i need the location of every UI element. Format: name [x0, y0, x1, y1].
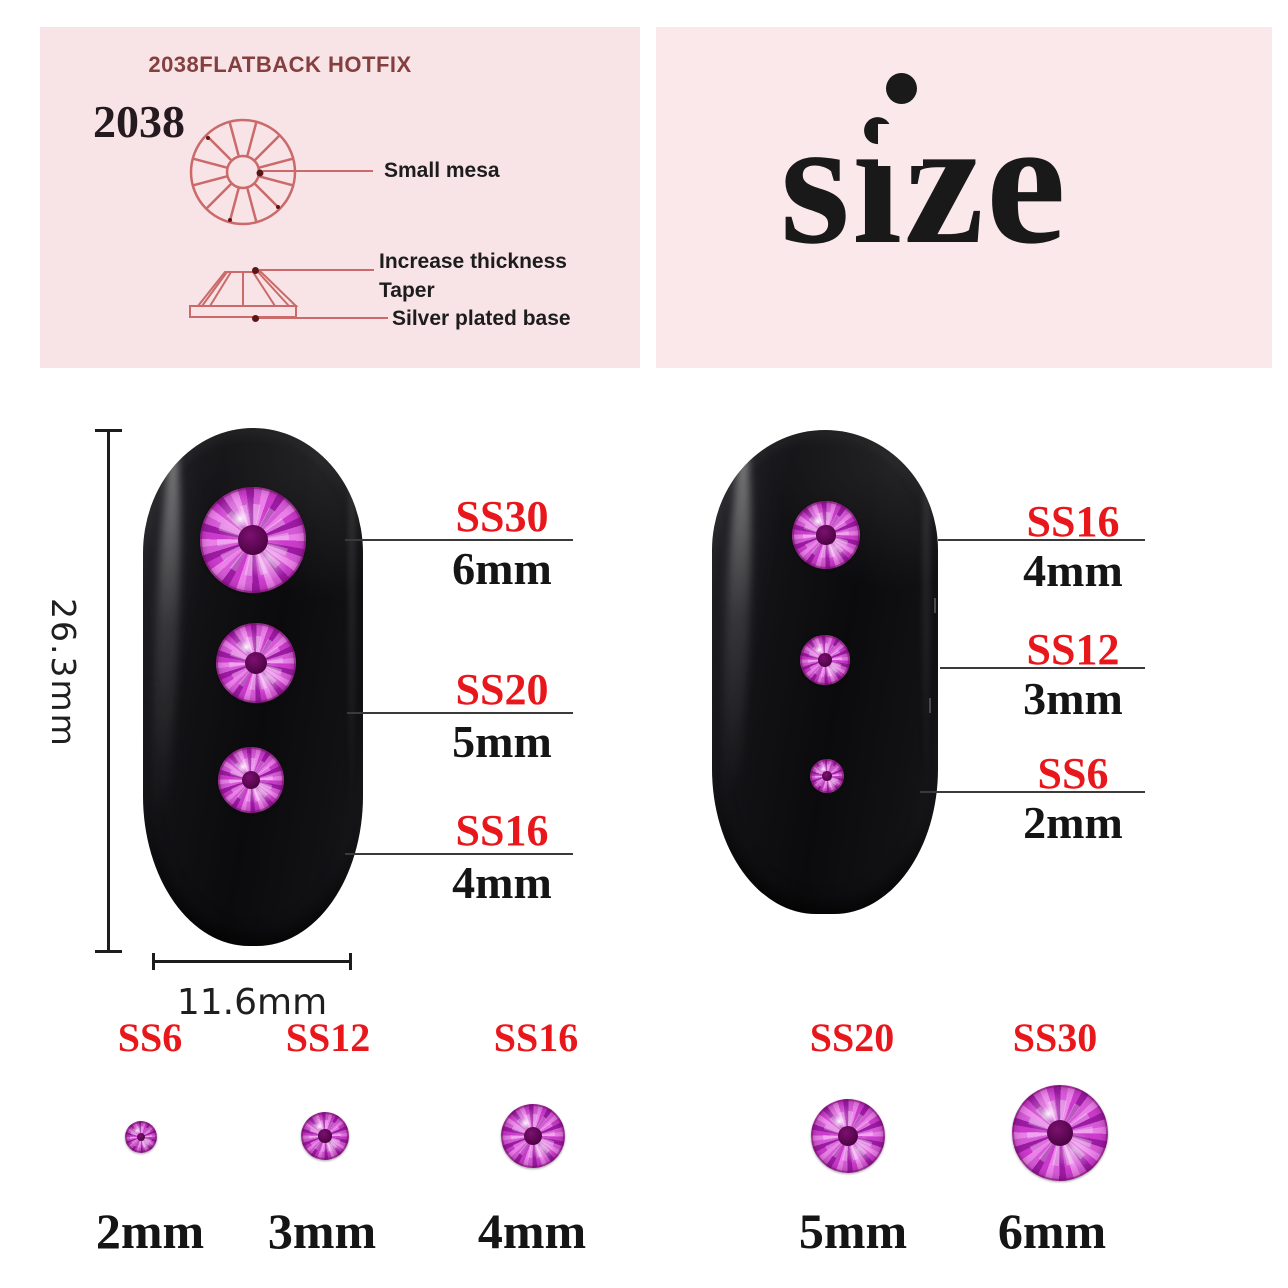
nail-edge-tick: [934, 598, 936, 613]
chart-ss-label: SS6: [117, 1015, 183, 1060]
nail-width-label: 11.6mm: [176, 982, 328, 1023]
base-leader-line: [259, 317, 388, 319]
chart-rhinestone-ss30: [1012, 1085, 1108, 1181]
ss-size-label: SS20: [455, 665, 549, 714]
ss-size-label: SS6: [1037, 749, 1109, 798]
mm-size-label: 3mm: [1023, 673, 1123, 724]
ss-size-label: SS12: [1026, 625, 1120, 674]
callout-line: [938, 539, 1145, 541]
chart-mm-label: 6mm: [997, 1203, 1107, 1259]
mm-size-label: 6mm: [452, 543, 552, 594]
chart-mm-label: 3mm: [267, 1203, 377, 1259]
mm-size-label: 4mm: [452, 857, 552, 908]
taper-label: Taper: [379, 279, 435, 302]
chart-mm-label: 2mm: [95, 1203, 205, 1259]
height-measure-cap-bottom: [95, 950, 122, 953]
mm-size-label: 5mm: [452, 716, 552, 767]
chart-mm-label: 4mm: [477, 1203, 587, 1259]
width-measure-cap-left: [152, 953, 155, 970]
thickness-leader-line: [259, 269, 374, 271]
nail-edge-tick: [929, 698, 931, 713]
width-measure-cap-right: [349, 953, 352, 970]
rhinestone-ss16: [218, 747, 284, 813]
rhinestone-ss6: [810, 759, 844, 793]
chart-mm-label: 5mm: [798, 1203, 908, 1259]
size-panel: size: [656, 27, 1272, 368]
spec-panel-title: 2038FLATBACK HOTFIX: [148, 52, 412, 77]
height-measure-line: [107, 430, 110, 952]
small-mesa-label: Small mesa: [384, 159, 500, 182]
chart-ss-label: SS20: [809, 1015, 895, 1060]
callout-line: [347, 712, 573, 714]
mm-size-label: 2mm: [1023, 797, 1123, 848]
chart-ss-label: SS16: [493, 1015, 579, 1060]
chart-rhinestone-ss6: [125, 1121, 157, 1153]
rhinestone-ss30: [200, 487, 306, 593]
chart-ss-label: SS30: [1012, 1015, 1098, 1060]
rhinestone-top-view-icon: [189, 118, 297, 226]
width-measure-line: [152, 960, 352, 963]
size-title: size: [780, 82, 1068, 281]
ss-size-label: SS16: [455, 806, 549, 855]
callout-line: [345, 539, 573, 541]
increase-thickness-label: Increase thickness: [379, 250, 567, 273]
spec-panel: 2038FLATBACK HOTFIX 2038: [40, 27, 640, 368]
callout-line: [940, 667, 1145, 669]
rhinestone-side-view-icon: [189, 271, 299, 318]
thickness-anchor-dot: [252, 267, 259, 274]
nail-height-label: 26.3mm: [44, 598, 83, 748]
chart-rhinestone-ss20: [811, 1099, 885, 1173]
base-anchor-dot: [252, 315, 259, 322]
size-title-dot-mask: [878, 124, 923, 166]
chart-rhinestone-ss16: [501, 1104, 565, 1168]
ss-size-label: SS30: [455, 492, 549, 541]
rhinestone-ss12: [800, 635, 850, 685]
size-title-dot: [886, 73, 917, 104]
height-measure-cap-top: [95, 429, 122, 432]
rhinestone-ss16: [792, 501, 860, 569]
small-mesa-leader-line: [263, 170, 373, 172]
chart-ss-label: SS12: [285, 1015, 371, 1060]
model-number: 2038: [93, 96, 185, 147]
mm-size-label: 4mm: [1023, 545, 1123, 596]
silver-base-label: Silver plated base: [392, 307, 571, 330]
callout-line: [345, 853, 573, 855]
ss-size-label: SS16: [1026, 497, 1120, 546]
chart-rhinestone-ss12: [301, 1112, 349, 1160]
callout-line: [920, 791, 1145, 793]
rhinestone-ss20: [216, 623, 296, 703]
